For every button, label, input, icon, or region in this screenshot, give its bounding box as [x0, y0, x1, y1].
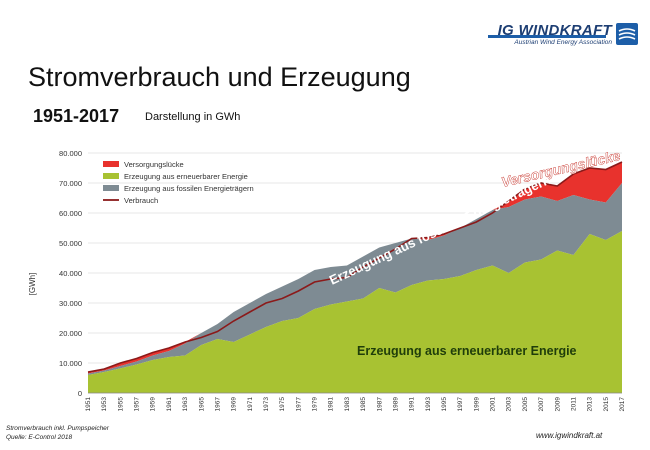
y-axis-label: [GWh]: [28, 273, 37, 296]
website-link[interactable]: www.igwindkraft.at: [536, 431, 603, 440]
x-tick-label: 1983: [344, 397, 351, 412]
x-tick-label: 1991: [409, 397, 416, 412]
axis-layer: 0 10.000 20.000 30.000 40.000 50.000 60.000 70.…: [59, 149, 626, 411]
x-tick-label: 1965: [198, 397, 205, 412]
legend: Versorgungslücke Erzeugung aus erneuerbar…: [103, 160, 254, 205]
legend-label: Verbrauch: [124, 196, 158, 205]
x-tick-label: 1951: [85, 397, 92, 412]
x-tick-label: 2011: [570, 397, 577, 411]
x-tick-label: 1987: [376, 397, 383, 412]
logo-subtitle: Austrian Wind Energy Association: [514, 39, 612, 46]
x-tick-label: 1967: [214, 397, 221, 412]
x-tick-label: 2009: [554, 397, 561, 412]
x-tick-label: 1953: [101, 397, 108, 412]
renewable-area: [88, 231, 622, 393]
y-tick-label: 40.000: [59, 269, 82, 278]
x-tick-label: 1961: [166, 397, 173, 412]
year-range: 1951-2017: [33, 106, 120, 126]
y-tick-label: 0: [78, 389, 82, 398]
x-tick-label: 1981: [328, 397, 335, 412]
x-tick-label: 1973: [263, 397, 270, 412]
fossil-area: [88, 183, 622, 375]
x-tick-label: 1971: [247, 397, 254, 412]
wind-logo-icon: [616, 23, 638, 45]
x-tick-label: 1957: [134, 397, 141, 412]
x-tick-label: 1995: [441, 397, 448, 412]
y-tick-label: 60.000: [59, 209, 82, 218]
y-tick-label: 30.000: [59, 299, 82, 308]
legend-label: Erzeugung aus fossilen Energieträgern: [124, 184, 254, 193]
consumption-line: [87, 161, 623, 373]
x-tick-label: 1997: [457, 397, 464, 412]
x-tick-label: 2005: [522, 397, 529, 412]
x-tick-label: 1963: [182, 397, 189, 412]
y-tick-label: 20.000: [59, 329, 82, 338]
legend-label: Erzeugung aus erneuerbarer Energie: [124, 172, 248, 181]
x-tick-label: 1955: [117, 397, 124, 412]
x-tick-label: 1989: [392, 397, 399, 412]
legend-label: Versorgungslücke: [124, 160, 184, 169]
x-tick-label: 1999: [473, 397, 480, 412]
x-tick-label: 1979: [312, 397, 319, 412]
x-tick-label: 2001: [490, 397, 497, 412]
legend-swatch: [103, 185, 119, 191]
logo-title: IG WINDKRAFT: [497, 22, 612, 39]
legend-swatch: [103, 161, 119, 167]
unit-note: Darstellung in GWh: [145, 111, 241, 123]
x-tick-label: 2015: [603, 397, 610, 412]
x-tick-label: 1969: [231, 397, 238, 412]
x-tick-label: 1985: [360, 397, 367, 412]
y-tick-label: 70.000: [59, 179, 82, 188]
x-tick-label: 2003: [506, 397, 513, 412]
x-tick-label: 1977: [295, 397, 302, 412]
logo: IG WINDKRAFT Austrian Wind Energy Associ…: [488, 22, 640, 48]
x-tick-label: 1959: [150, 397, 157, 412]
area-layer: [87, 161, 623, 393]
x-tick-label: 2017: [619, 397, 626, 412]
x-tick-label: 1993: [425, 397, 432, 412]
legend-swatch: [103, 173, 119, 179]
y-tick-label: 50.000: [59, 239, 82, 248]
y-tick-label: 10.000: [59, 359, 82, 368]
x-tick-label: 2007: [538, 397, 545, 412]
x-tick-label: 1975: [279, 397, 286, 412]
page-title: Stromverbrauch und Erzeugung: [28, 62, 411, 92]
renewable-annotation: Erzeugung aus erneuerbarer Energie: [357, 344, 577, 358]
x-tick-label: 2013: [587, 397, 594, 412]
footnote-pumped-storage: Stromverbrauch inkl. Pumpspeicher: [6, 425, 109, 432]
gap-area: [88, 162, 622, 374]
logo-bar: [488, 35, 606, 38]
y-tick-label: 80.000: [59, 149, 82, 158]
footnote-source: Quelle: E-Control 2018: [6, 434, 73, 441]
